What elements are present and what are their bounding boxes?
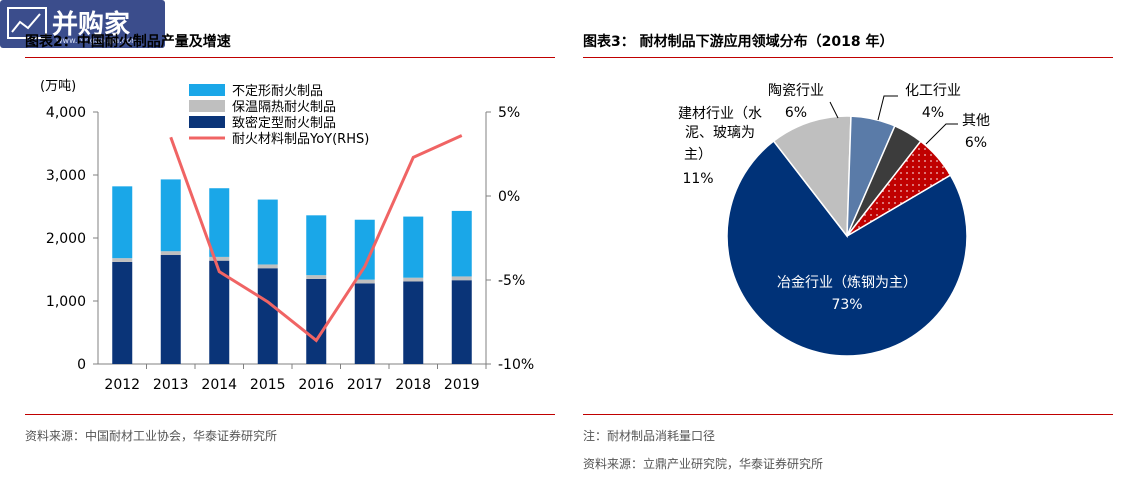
x-tick-label: 2012 <box>104 377 140 393</box>
logo-text: 并购家 <box>52 10 131 40</box>
pie-label: 冶金行业（炼钢为主） <box>777 275 917 291</box>
bar-segment <box>451 276 472 281</box>
right-top-rule <box>583 57 1113 58</box>
bar-segment <box>209 256 230 261</box>
right-y-tick-label: 0% <box>498 189 520 205</box>
bar-segment <box>403 277 424 282</box>
logo-url: www.binggoujia.com <box>56 36 139 45</box>
right-y-tick-label: -5% <box>498 273 525 289</box>
bar-segment <box>257 264 278 269</box>
right-chart-title: 图表3： 耐材制品下游应用领域分布（2018 年） <box>583 34 894 50</box>
chart-logo-icon <box>7 7 47 39</box>
left-y-tick-label: 2,000 <box>46 231 86 247</box>
left-top-rule <box>25 57 555 58</box>
x-tick-label: 2017 <box>347 377 383 393</box>
x-tick-label: 2013 <box>153 377 189 393</box>
right-note: 注：耐材制品消耗量口径 <box>583 429 716 443</box>
legend-label: 致密定型耐火制品 <box>232 115 336 131</box>
bar-segment <box>112 186 133 259</box>
y-axis-unit-label: (万吨) <box>40 79 76 94</box>
bar-segment <box>209 260 230 364</box>
bar-segment <box>257 268 278 364</box>
left-y-tick-label: 1,000 <box>46 294 86 310</box>
bar-segment <box>257 199 278 265</box>
left-y-tick-label: 4,000 <box>46 105 86 121</box>
x-tick-label: 2015 <box>250 377 286 393</box>
legend-swatch <box>189 116 225 128</box>
pie-slice <box>846 140 952 237</box>
pie-value-label: 4% <box>922 105 944 121</box>
pie-leader-line <box>829 101 839 119</box>
bar-segment <box>160 179 181 252</box>
pie-leader-line <box>877 95 898 121</box>
pie-label: 建材行业（水 <box>678 106 762 122</box>
x-tick-label: 2016 <box>298 377 334 393</box>
legend-swatch <box>189 100 225 112</box>
bar-segment <box>306 275 327 279</box>
legend-swatch <box>189 84 225 96</box>
pie-label: 其他 <box>962 113 990 129</box>
left-y-tick-label: 3,000 <box>46 168 86 184</box>
bar-segment <box>112 258 133 262</box>
pie-label: 陶瓷行业 <box>768 83 824 99</box>
left-source: 资料来源：中国耐材工业协会，华泰证券研究所 <box>25 429 278 443</box>
bar-segment <box>451 210 472 277</box>
bar-segment <box>160 251 181 256</box>
left-chart-title: 图表2：中国耐火制品产量及增速 <box>25 34 231 50</box>
bar-segment <box>306 215 327 276</box>
pie-slice <box>726 139 968 357</box>
bar-segment <box>354 219 375 280</box>
bar-segment <box>160 255 181 364</box>
bar-segment <box>354 283 375 364</box>
bar-segment <box>354 279 375 284</box>
pie-leader-line <box>925 123 958 145</box>
x-tick-label: 2018 <box>395 377 431 393</box>
pie-value-label: 6% <box>785 105 807 121</box>
bar-segment <box>403 216 424 278</box>
right-bottom-rule <box>583 414 1113 415</box>
legend-label: 耐火材料制品YoY(RHS) <box>232 132 369 147</box>
legend-label: 不定形耐火制品 <box>232 84 323 99</box>
production-bar-chart: 0 1,000 2,000 3,000 4,000 -10% -5% 0% 5% (万吨) 2012… <box>40 79 534 393</box>
right-y-tick-label: -10% <box>498 357 534 373</box>
left-bottom-rule <box>25 414 555 415</box>
left-y-tick-label: 0 <box>77 357 86 373</box>
bar-segment <box>209 188 230 257</box>
x-tick-label: 2019 <box>444 377 480 393</box>
right-y-tick-label: 5% <box>498 105 520 121</box>
bar-segment <box>403 281 424 364</box>
pie-value-label: 6% <box>965 135 987 151</box>
right-source: 资料来源：立鼎产业研究院，华泰证券研究所 <box>583 457 824 471</box>
bar-segment <box>306 278 327 364</box>
pie-label: 主） <box>684 147 712 163</box>
bar-segment <box>451 280 472 364</box>
x-tick-label: 2014 <box>201 377 237 393</box>
pie-value-label: 73% <box>831 297 862 313</box>
legend-label: 保温隔热耐火制品 <box>232 100 336 115</box>
pie-value-label: 11% <box>682 171 713 187</box>
pie-label: 化工行业 <box>905 83 961 99</box>
pie-slice <box>772 115 852 239</box>
pie-label: 泥、玻璃为 <box>685 124 755 141</box>
watermark-logo: 并购家 www.binggoujia.com <box>0 0 165 48</box>
bar-segment <box>112 261 133 364</box>
